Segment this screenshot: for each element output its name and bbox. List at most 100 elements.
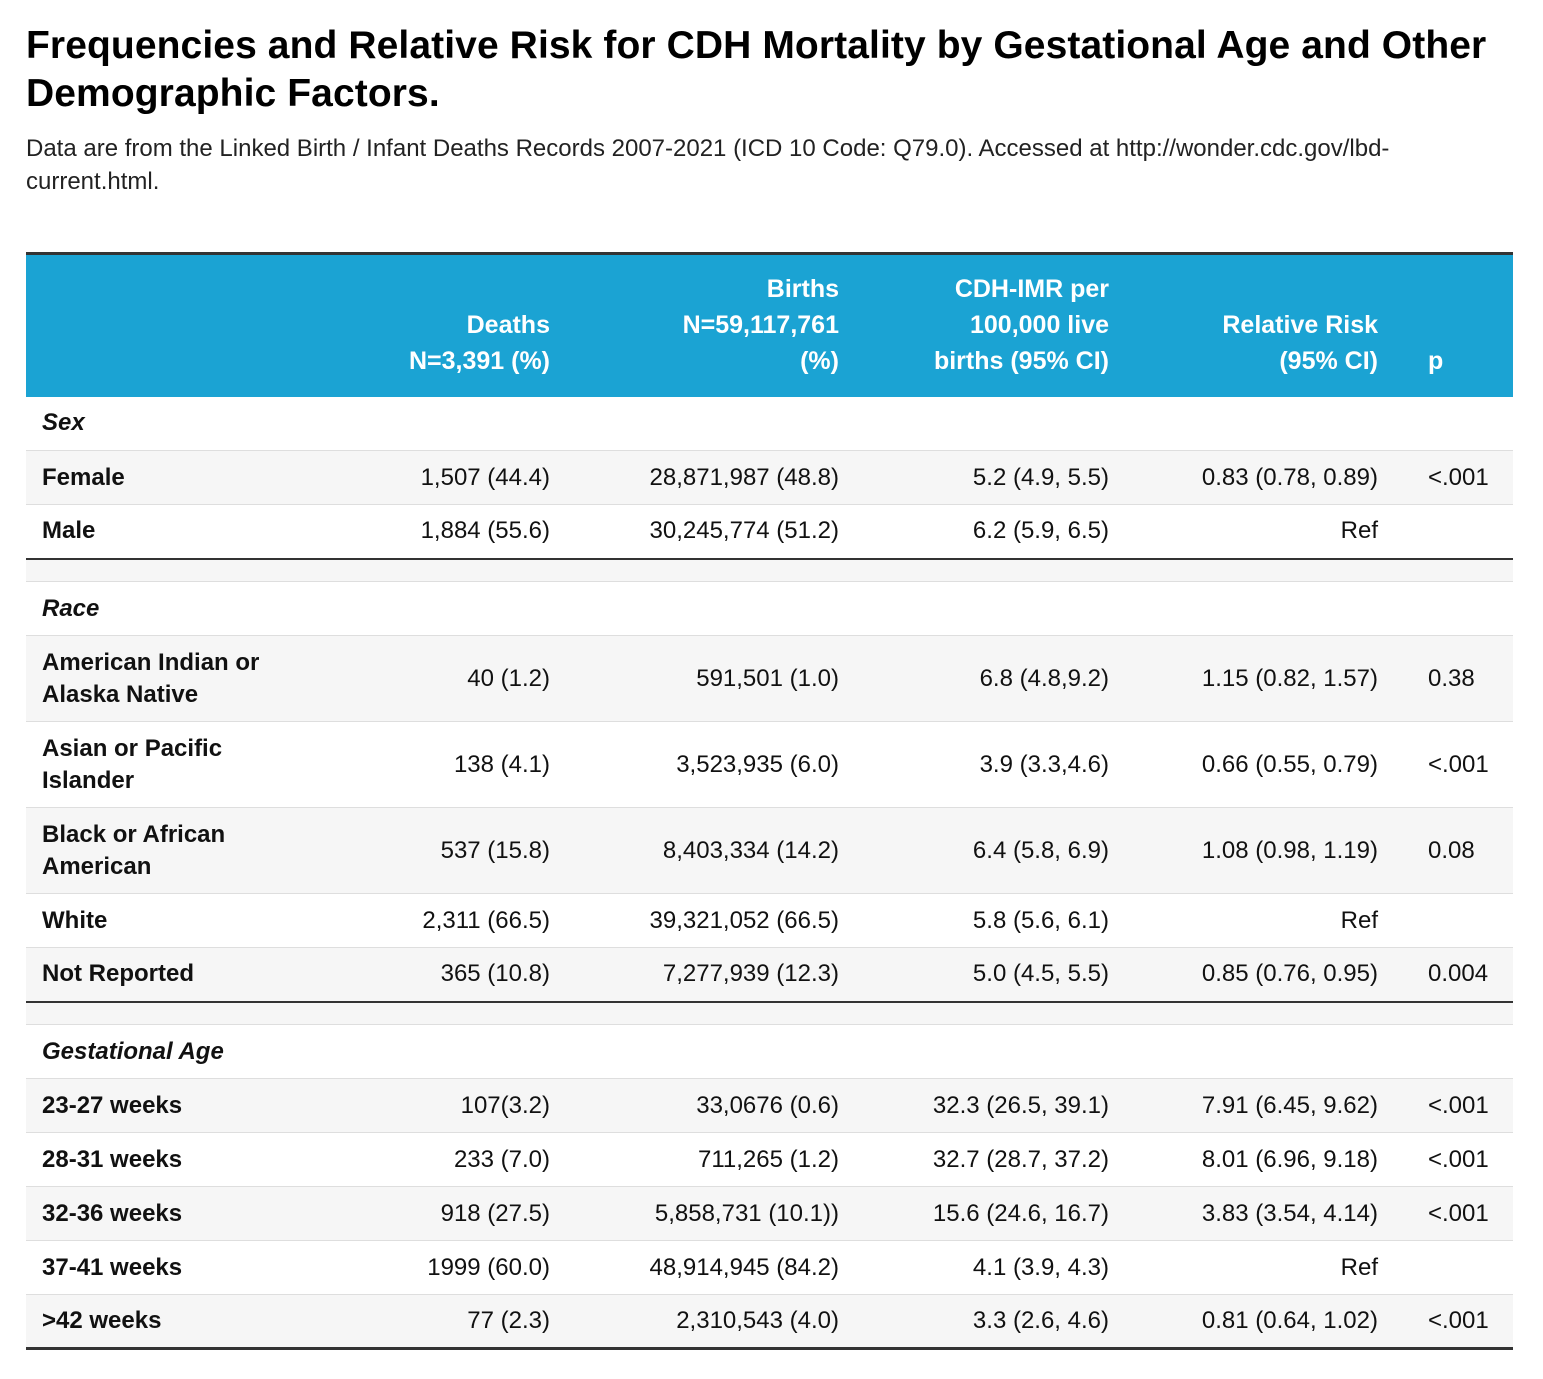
table-row: 37-41 weeks 1999 (60.0) 48,914,945 (84.2) 4… xyxy=(26,1241,1513,1295)
p-value-cell: 0.08 xyxy=(1428,836,1475,864)
p-value-cell: <.001 xyxy=(1428,1145,1489,1173)
relative-risk-cell: 3.83 (3.54, 4.14) xyxy=(1201,1199,1378,1227)
p-value-cell: <.001 xyxy=(1428,1091,1489,1119)
header-label xyxy=(26,254,316,397)
row-label: 32-36 weeks xyxy=(42,1199,183,1227)
page: Frequencies and Relative Risk for CDH Mo… xyxy=(0,0,1543,198)
deaths-cell: 233 (7.0) xyxy=(453,1145,550,1173)
imr-cell: 5.2 (4.9, 5.5) xyxy=(972,463,1109,491)
spacer-cell xyxy=(26,1002,1513,1025)
table-row: 28-31 weeks 233 (7.0) 711,265 (1.2) 32.7 (2… xyxy=(26,1133,1513,1187)
births-cell: 48,914,945 (84.2) xyxy=(649,1253,839,1281)
group-label: Gestational Age xyxy=(42,1037,224,1065)
births-cell: 2,310,543 (4.0) xyxy=(676,1307,839,1334)
deaths-cell: 1,884 (55.6) xyxy=(420,517,550,545)
imr-cell: 6.8 (4.8,9.2) xyxy=(979,664,1109,692)
deaths-cell: 1,507 (44.4) xyxy=(420,463,550,491)
p-value-cell xyxy=(1394,1241,1513,1295)
births-cell: 3,523,935 (6.0) xyxy=(676,750,839,778)
header-births: Births N=59,117,761 (%) xyxy=(682,274,839,375)
relative-risk-cell: 0.83 (0.78, 0.89) xyxy=(1201,463,1378,491)
table-row: 23-27 weeks 107(3.2) 33,0676 (0.6) 32.3 (26… xyxy=(26,1078,1513,1133)
row-label: >42 weeks xyxy=(42,1307,162,1334)
spacer-cell xyxy=(26,559,1513,582)
row-label: 28-31 weeks xyxy=(42,1145,183,1173)
deaths-cell: 107(3.2) xyxy=(460,1091,550,1119)
header-row: Deaths N=3,391 (%) Births N=59,117,761 (… xyxy=(26,253,1513,397)
group-spacer xyxy=(26,1001,1513,1025)
group-row: Race xyxy=(26,582,1513,636)
p-value-cell: <.001 xyxy=(1428,1307,1489,1334)
relative-risk-cell: Ref xyxy=(1340,517,1378,545)
deaths-cell: 1999 (60.0) xyxy=(427,1253,550,1281)
deaths-cell: 40 (1.2) xyxy=(467,664,550,692)
table-row: Black or African American 537 (15.8) 8,403… xyxy=(26,807,1513,894)
row-label: Female xyxy=(42,463,125,491)
group-row: Sex xyxy=(26,397,1513,451)
table-row: Female 1,507 (44.4) 28,871,987 (48.8) 5.2 (… xyxy=(26,450,1513,505)
p-value-cell: <.001 xyxy=(1428,463,1489,491)
data-table: Deaths N=3,391 (%) Births N=59,117,761 (… xyxy=(26,252,1513,1350)
table-header: Deaths N=3,391 (%) Births N=59,117,761 (… xyxy=(26,253,1513,397)
page-title: Frequencies and Relative Risk for CDH Mo… xyxy=(26,24,1487,115)
header-relative-risk: Relative Risk (95% CI) xyxy=(1222,310,1378,375)
relative-risk-cell: Ref xyxy=(1340,1253,1378,1281)
group-spacer xyxy=(26,558,1513,582)
imr-cell: 4.1 (3.9, 4.3) xyxy=(972,1253,1109,1281)
row-label: White xyxy=(42,906,108,934)
header-p: p xyxy=(1428,346,1444,375)
p-value-cell: <.001 xyxy=(1428,750,1489,778)
table-row: Asian or Pacific Islander 138 (4.1) 3,523,… xyxy=(26,722,1513,808)
births-cell: 30,245,774 (51.2) xyxy=(649,517,839,545)
births-cell: 33,0676 (0.6) xyxy=(696,1091,839,1119)
relative-risk-cell: 0.66 (0.55, 0.79) xyxy=(1201,750,1378,778)
imr-cell: 5.0 (4.5, 5.5) xyxy=(972,960,1109,988)
relative-risk-cell: 0.81 (0.64, 1.02) xyxy=(1201,1307,1378,1334)
births-cell: 39,321,052 (66.5) xyxy=(649,906,839,934)
births-cell: 8,403,334 (14.2) xyxy=(662,836,839,864)
group-label: Race xyxy=(42,594,100,622)
table-body: Sex Female 1,507 (44.4) 28,871,987 (48.8) 5.… xyxy=(26,397,1513,1349)
imr-cell: 3.9 (3.3,4.6) xyxy=(979,750,1109,778)
deaths-cell: 77 (2.3) xyxy=(467,1307,550,1334)
imr-cell: 5.8 (5.6, 6.1) xyxy=(972,906,1109,934)
imr-cell: 15.6 (24.6, 16.7) xyxy=(932,1199,1109,1227)
table-row: 32-36 weeks 918 (27.5) 5,858,731 (10.1)) 15… xyxy=(26,1186,1513,1241)
row-label: 23-27 weeks xyxy=(42,1091,183,1119)
row-label: American Indian or Alaska Native xyxy=(42,648,260,708)
p-value-cell: 0.38 xyxy=(1428,664,1475,692)
header-imr: CDH-IMR per 100,000 live births (95% CI) xyxy=(933,274,1109,375)
row-label: Male xyxy=(42,517,96,545)
imr-cell: 6.2 (5.9, 6.5) xyxy=(972,517,1109,545)
births-cell: 5,858,731 (10.1)) xyxy=(654,1199,839,1227)
row-label: 37-41 weeks xyxy=(42,1253,183,1281)
imr-cell: 6.4 (5.8, 6.9) xyxy=(972,836,1109,864)
row-label: Black or African American xyxy=(42,820,226,880)
imr-cell: 32.7 (28.7, 37.2) xyxy=(932,1145,1109,1173)
relative-risk-cell: 7.91 (6.45, 9.62) xyxy=(1201,1091,1378,1119)
imr-cell: 3.3 (2.6, 4.6) xyxy=(972,1307,1109,1334)
deaths-cell: 918 (27.5) xyxy=(440,1199,550,1227)
births-cell: 591,501 (1.0) xyxy=(696,664,839,692)
page-subtitle: Data are from the Linked Birth / Infant … xyxy=(26,135,1390,195)
group-row: Gestational Age xyxy=(26,1025,1513,1079)
births-cell: 711,265 (1.2) xyxy=(698,1145,839,1173)
p-value-cell: <.001 xyxy=(1428,1199,1489,1227)
deaths-cell: 2,311 (66.5) xyxy=(422,906,550,934)
header-deaths: Deaths N=3,391 (%) xyxy=(408,310,550,375)
table-row: White 2,311 (66.5) 39,321,052 (66.5) 5.8 (5… xyxy=(26,894,1513,948)
table-row: American Indian or Alaska Native 40 (1.2)… xyxy=(26,635,1513,722)
row-label: Asian or Pacific Islander xyxy=(42,734,223,794)
relative-risk-cell: Ref xyxy=(1340,906,1378,934)
relative-risk-cell: 1.08 (0.98, 1.19) xyxy=(1201,836,1378,864)
imr-cell: 32.3 (26.5, 39.1) xyxy=(932,1091,1109,1119)
births-cell: 28,871,987 (48.8) xyxy=(649,463,839,491)
group-label: Sex xyxy=(42,409,85,437)
deaths-cell: 537 (15.8) xyxy=(440,836,550,864)
deaths-cell: 365 (10.8) xyxy=(440,960,550,988)
deaths-cell: 138 (4.1) xyxy=(453,750,550,778)
relative-risk-cell: 0.85 (0.76, 0.95) xyxy=(1201,960,1378,988)
p-value-cell xyxy=(1394,894,1513,948)
table-row: Male 1,884 (55.6) 30,245,774 (51.2) 6.2 (5.… xyxy=(26,505,1513,559)
row-label: Not Reported xyxy=(42,960,194,988)
